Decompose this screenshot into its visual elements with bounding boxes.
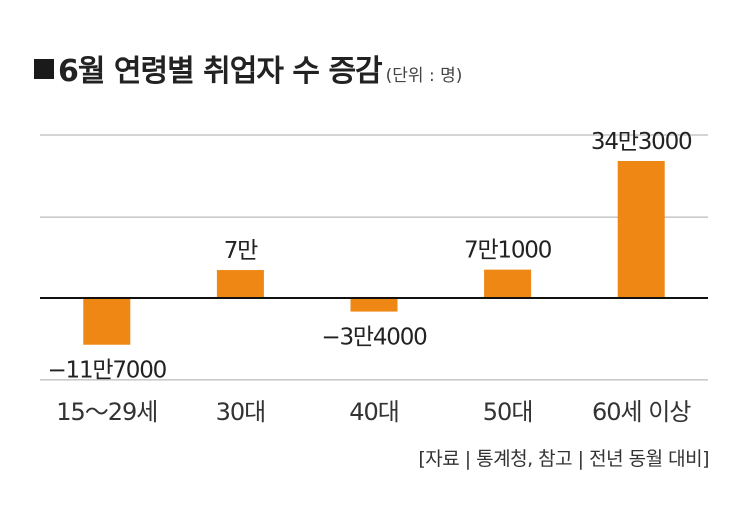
title-square-icon xyxy=(34,59,54,79)
data-label: −3만4000 xyxy=(321,325,427,351)
category-label: 15～29세 xyxy=(56,398,157,426)
data-label: 7만 xyxy=(224,238,258,264)
category-label: 60세 이상 xyxy=(592,398,691,426)
bar xyxy=(617,161,665,298)
unit-note: (단위 : 명) xyxy=(385,66,463,86)
category-label: 50대 xyxy=(483,398,533,426)
data-label: 7만1000 xyxy=(464,238,552,264)
bar xyxy=(484,269,532,298)
data-label: −11만7000 xyxy=(47,358,166,384)
bar xyxy=(216,270,264,298)
category-label: 40대 xyxy=(349,398,399,426)
category-label: 30대 xyxy=(216,398,266,426)
source-note: [자료 | 통계청, 참고 | 전년 동월 대비] xyxy=(418,448,709,470)
bar xyxy=(350,298,398,312)
data-label: 34만3000 xyxy=(591,129,692,155)
chart-title-text: 6월 연령별 취업자 수 증감 xyxy=(58,54,383,89)
bar xyxy=(83,298,131,345)
chart-title: 6월 연령별 취업자 수 증감 (단위 : 명) xyxy=(34,46,462,90)
